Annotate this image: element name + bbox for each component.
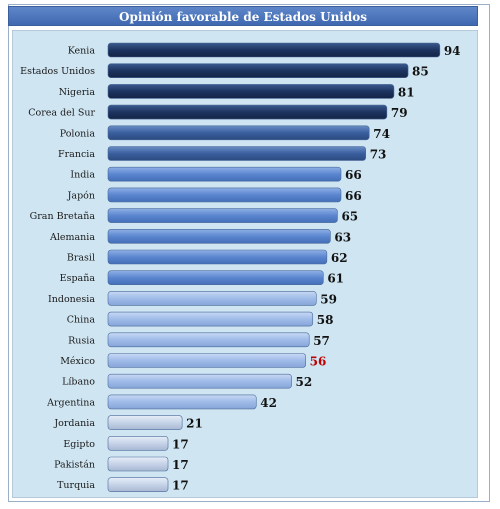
category-label: Polonia [60,128,96,139]
category-label: Líbano [62,377,95,388]
value-label: 81 [398,85,415,99]
category-label: Turquia [57,480,95,491]
value-label: 57 [313,334,330,348]
bar-chart: Kenia Estados Unidos Nigeria Corea del Sur P… [20,42,461,493]
category-label: Estados Unidos [20,66,95,77]
bar [107,166,342,182]
bar [107,332,310,348]
value-label: 52 [296,375,313,389]
category-label: India [70,170,95,181]
bar [107,104,388,120]
category-label: México [60,356,95,367]
value-label: 21 [186,417,203,431]
value-label: 58 [317,313,334,327]
category-label: Gran Bretaña [30,211,96,222]
value-label: 17 [172,437,189,451]
category-label: Argentina [46,397,95,408]
bar [107,415,183,430]
category-label: Rusia [68,335,95,346]
bar [107,353,306,368]
value-label: 94 [444,44,461,58]
bar [107,270,324,285]
category-label: Egipto [63,439,95,450]
category-label: Kenia [68,46,96,57]
category-label: Japón [67,190,95,201]
value-label: 17 [172,458,189,472]
category-label: Corea del Sur [28,108,95,119]
value-label: 59 [320,292,337,306]
bar [107,146,366,161]
category-label: Pakistán [54,460,95,471]
bar [107,187,342,203]
value-label: 79 [391,106,408,120]
bar [107,208,338,223]
value-label: 65 [341,210,358,224]
value-label: 62 [331,251,348,265]
bar [107,125,370,141]
value-label: 73 [370,148,387,162]
category-label: España [60,273,96,284]
value-label: 74 [373,127,390,141]
bar [107,291,317,306]
value-label: 56 [310,355,327,369]
value-label: 42 [260,396,277,410]
category-label: Brasil [67,253,95,264]
value-label: 66 [345,189,362,203]
value-label: 63 [334,230,351,244]
value-label: 85 [412,65,429,79]
category-label: Nigeria [59,87,96,98]
bar [107,394,257,410]
bar [107,84,395,99]
category-label: China [67,315,96,326]
bar [107,229,331,244]
bar [107,63,409,79]
value-label: 17 [172,479,189,493]
bar [107,249,328,265]
category-label: Francia [58,149,95,160]
category-label: Indonesia [48,294,95,305]
value-label: 66 [345,168,362,182]
chart-title: Opinión favorable de Estados Unidos [8,6,478,26]
category-label: Alemania [49,232,95,243]
bar [107,456,169,472]
value-label: 61 [327,272,344,286]
bar [107,42,441,58]
bar [107,373,292,389]
bar [107,435,169,451]
category-label: Jordania [53,418,95,429]
bar [107,477,169,493]
bar [107,311,314,327]
